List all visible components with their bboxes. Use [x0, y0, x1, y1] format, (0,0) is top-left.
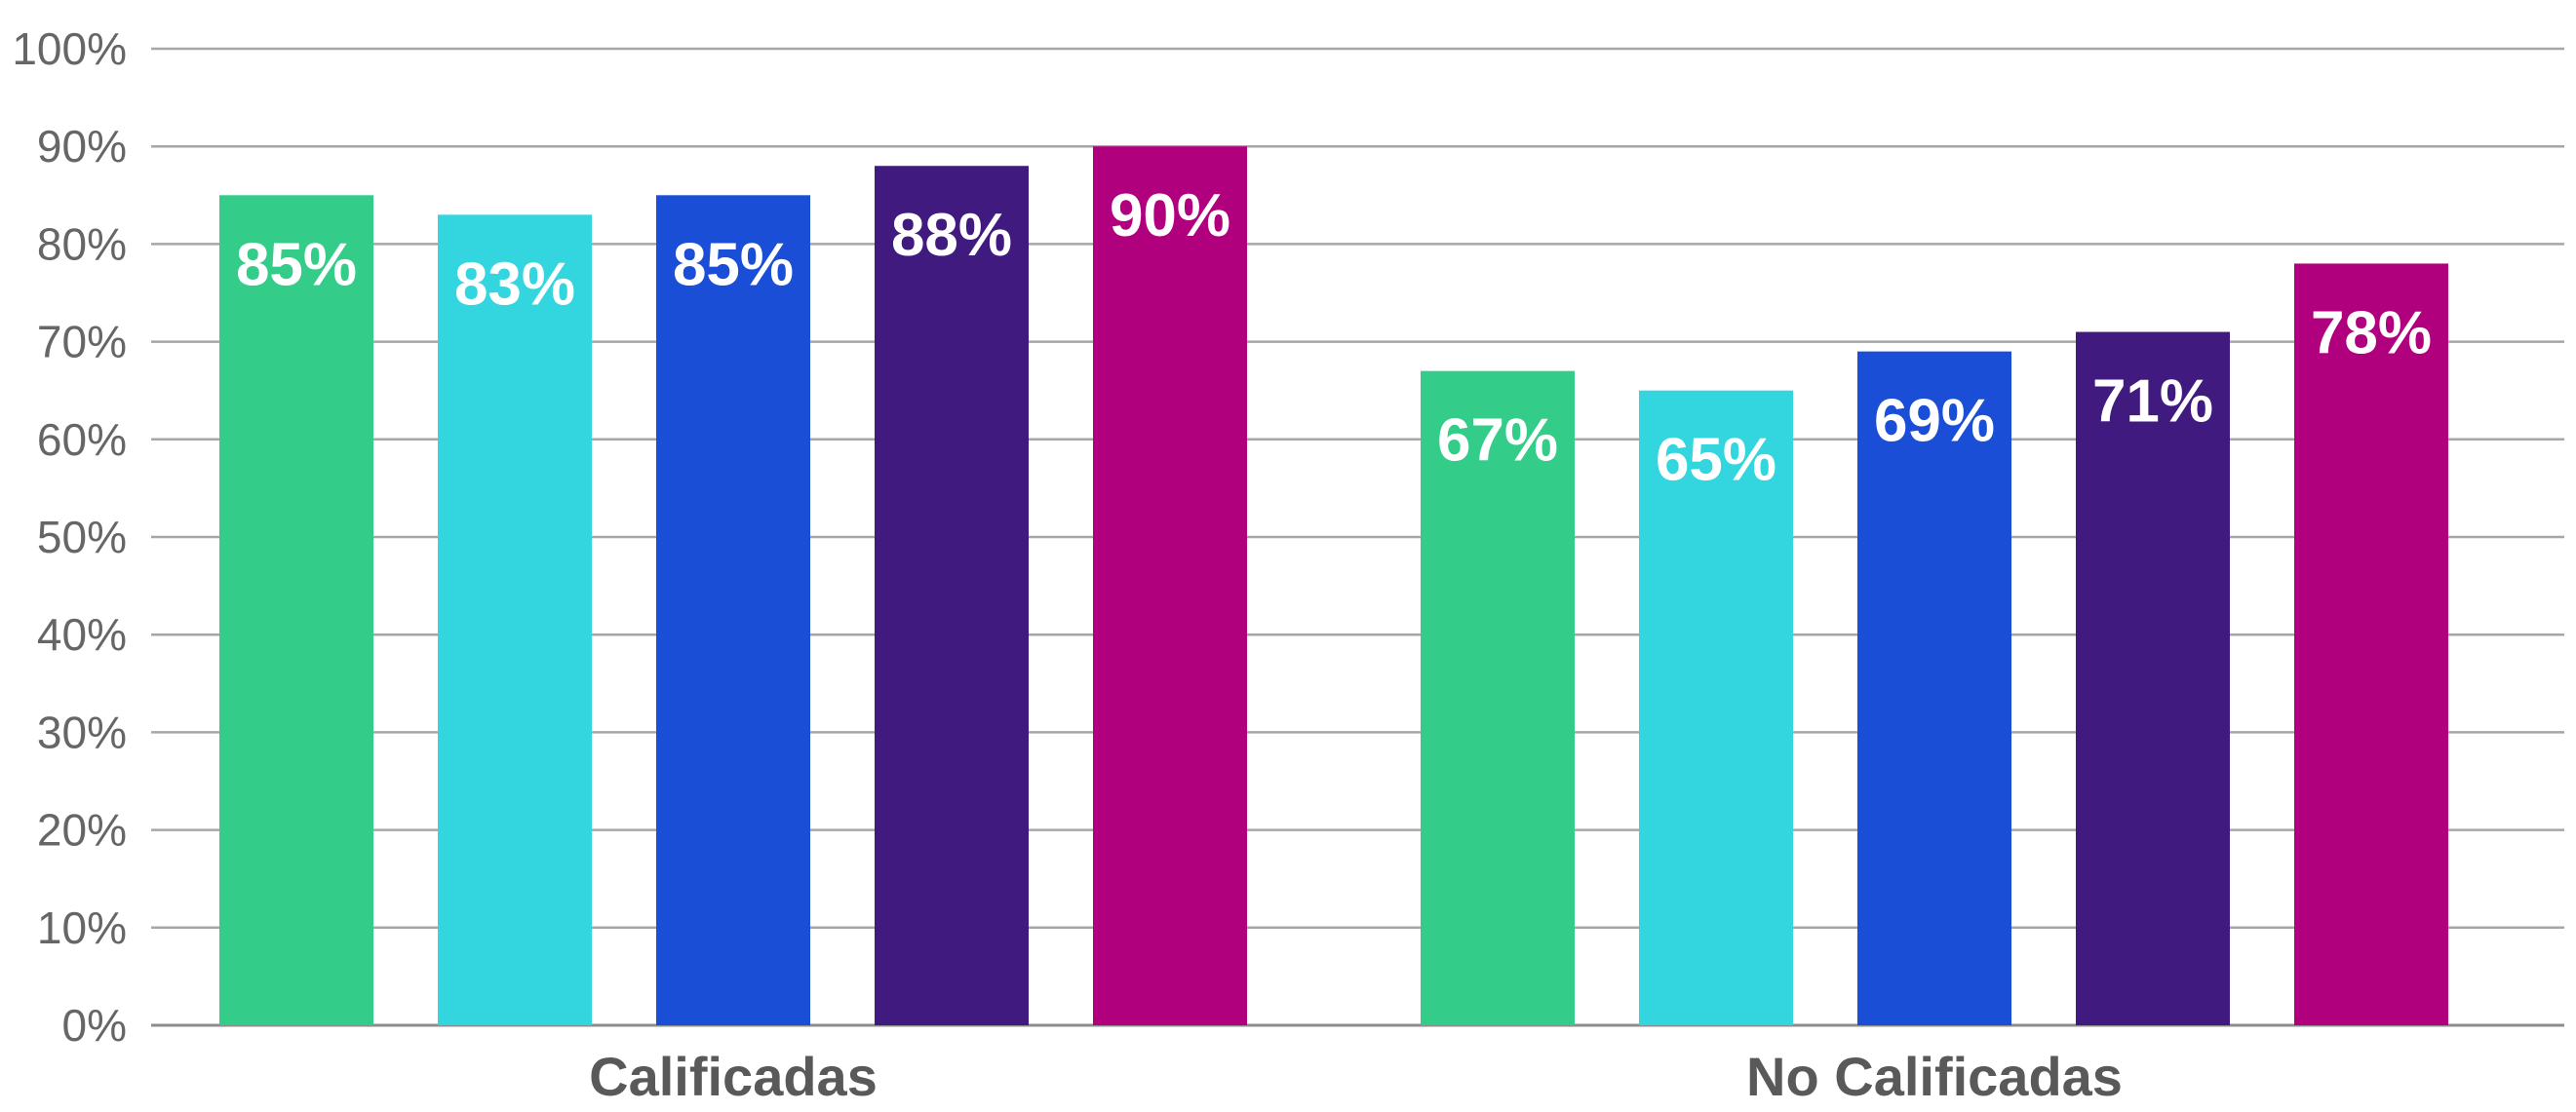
data-label: 71% — [2092, 368, 2213, 436]
bar-1-4 — [875, 166, 1029, 1026]
data-label: 90% — [1110, 182, 1230, 249]
y-tick-label: 50% — [37, 512, 127, 562]
data-label: 83% — [454, 250, 575, 318]
bar-2-2 — [1639, 390, 1793, 1025]
data-label: 85% — [673, 231, 794, 298]
y-tick-label: 90% — [37, 121, 127, 172]
bar-1-1 — [219, 195, 373, 1026]
bar-2-1 — [1421, 370, 1575, 1025]
data-label: 78% — [2311, 299, 2432, 366]
data-label: 67% — [1437, 407, 1558, 475]
bar-2-5 — [2294, 263, 2448, 1025]
bar-2-4 — [2076, 331, 2230, 1026]
bar-1-3 — [656, 195, 810, 1026]
y-tick-label: 40% — [37, 609, 127, 660]
data-label: 69% — [1874, 388, 1995, 455]
y-tick-label: 100% — [12, 23, 127, 74]
data-label: 65% — [1656, 427, 1776, 494]
y-tick-label: 10% — [37, 902, 127, 953]
data-labels: 85% 83% 85% 88% 90% 67% 65% 69% 71% 78% — [236, 182, 2432, 494]
category-label: No Calificadas — [1746, 1046, 2123, 1107]
y-tick-label: 20% — [37, 805, 127, 856]
category-label: Calificadas — [589, 1046, 878, 1107]
bars — [219, 146, 2448, 1026]
bar-1-2 — [438, 214, 592, 1026]
bar-1-5 — [1093, 146, 1247, 1025]
y-axis-ticks: 0% 10% 20% 30% 40% 50% 60% 70% 80% 90% 100% — [12, 23, 127, 1051]
data-label: 85% — [236, 231, 357, 298]
y-tick-label: 30% — [37, 707, 127, 757]
y-tick-label: 80% — [37, 218, 127, 269]
bar-2-3 — [1857, 351, 2011, 1025]
data-label: 88% — [891, 202, 1012, 269]
y-tick-label: 60% — [37, 414, 127, 465]
y-tick-label: 70% — [37, 317, 127, 367]
y-tick-label: 0% — [62, 1000, 127, 1051]
x-axis-categories: Calificadas No Calificadas — [589, 1046, 2123, 1107]
